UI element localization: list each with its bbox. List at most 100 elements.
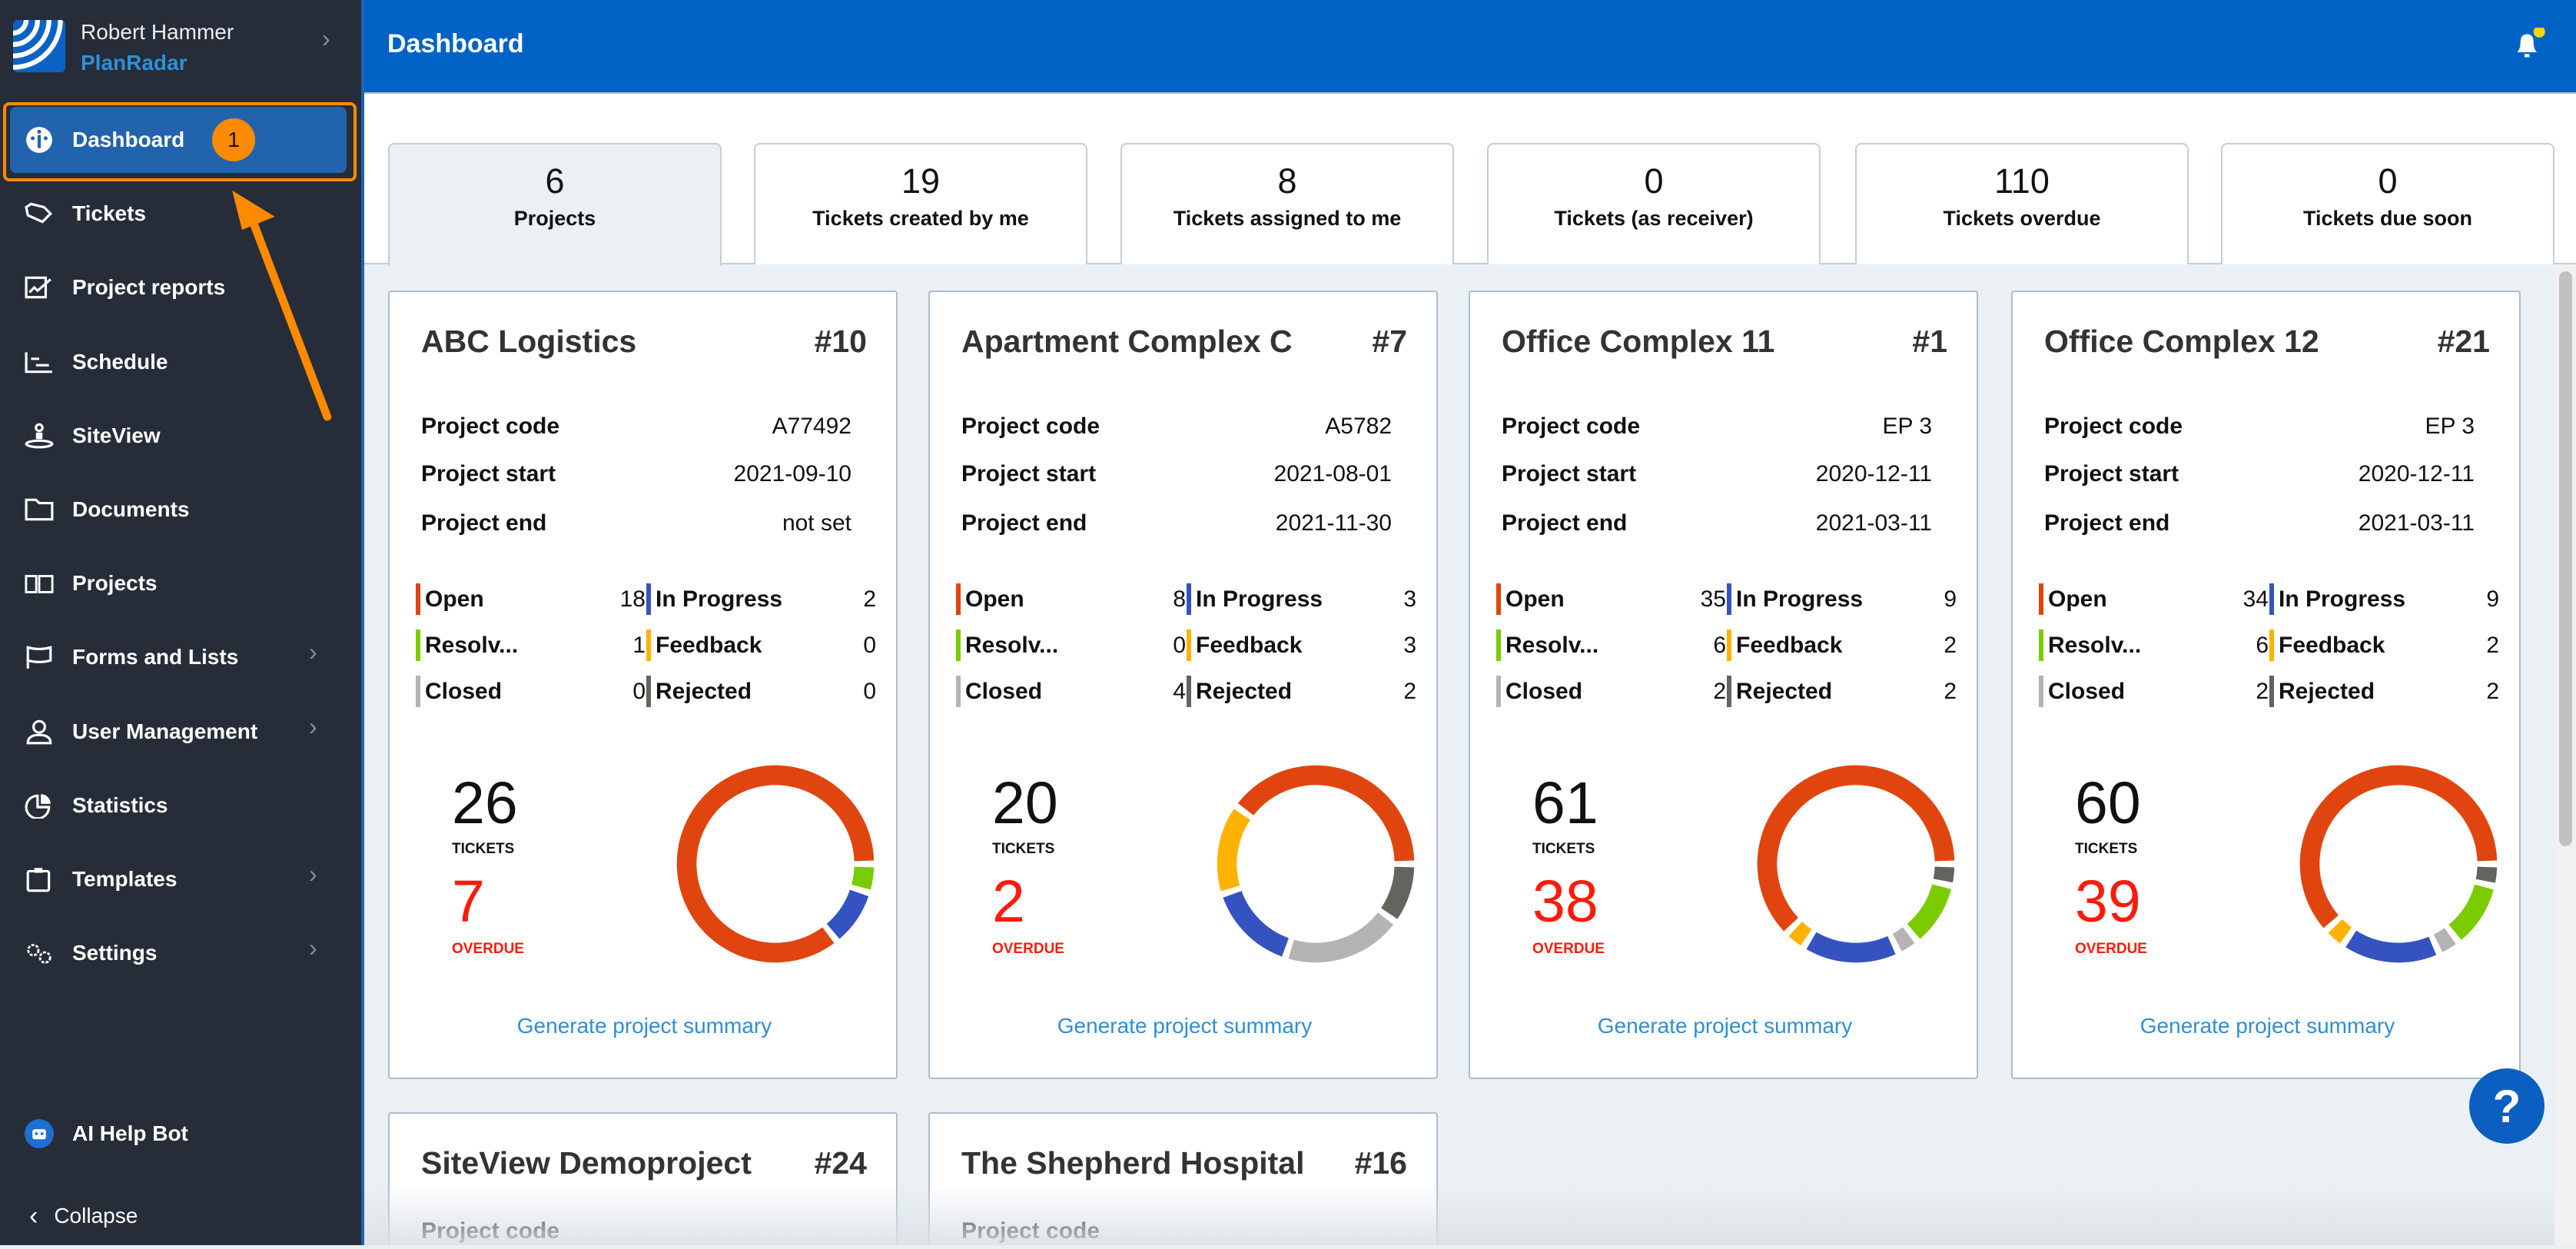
generate-summary-link[interactable]: Generate project summary <box>2139 1014 2395 1038</box>
stat-rejected[interactable]: Rejected 2 <box>1727 675 1957 708</box>
stat-open[interactable]: Open 35 <box>1496 583 1726 616</box>
tickets-label: TICKETS <box>992 841 1055 857</box>
stat-value: 8 <box>1173 586 1186 612</box>
sidebar-item-label: Settings <box>72 941 158 965</box>
project-start-row: Project start 2021-09-10 <box>421 461 851 487</box>
sidebar-item-label: Project reports <box>72 275 226 299</box>
project-end-value: 2021-03-11 <box>2358 510 2475 536</box>
stat-feedback[interactable]: Feedback 2 <box>1727 629 1957 662</box>
sidebar-item-siteview[interactable]: SiteView <box>0 403 361 469</box>
status-color-bar <box>646 676 651 707</box>
stat-in_progress[interactable]: In Progress 2 <box>646 583 876 616</box>
tab-tickets-overdue[interactable]: 110 Tickets overdue <box>1855 143 2189 264</box>
tab-count: 6 <box>545 161 565 201</box>
collapse-button[interactable]: ‹ Collapse <box>0 1183 361 1249</box>
project-card[interactable]: Apartment Complex C #7 Project code A5782 Pr… <box>928 291 1438 1079</box>
tab-tickets-assigned-to-me[interactable]: 8 Tickets assigned to me <box>1120 143 1454 264</box>
project-start-value: 2021-09-10 <box>733 461 851 487</box>
stat-resolved[interactable]: Resolv... 0 <box>956 629 1186 662</box>
status-color-bar <box>416 629 420 661</box>
stat-closed[interactable]: Closed 2 <box>2039 675 2269 708</box>
project-end-label: Project end <box>1502 510 1628 536</box>
help-button[interactable]: ? <box>2469 1068 2544 1144</box>
sidebar-item-documents[interactable]: Documents <box>0 477 361 543</box>
notification-bell-icon[interactable] <box>2512 25 2548 68</box>
stat-label: Feedback <box>1736 632 1843 658</box>
stat-feedback[interactable]: Feedback 2 <box>2269 629 2499 662</box>
stat-feedback[interactable]: Feedback 3 <box>1187 629 1416 662</box>
sidebar-item-settings[interactable]: Settings › <box>0 920 361 986</box>
sidebar-item-forms-and-lists[interactable]: Forms and Lists › <box>0 624 361 690</box>
stat-resolved[interactable]: Resolv... 1 <box>416 629 646 662</box>
sidebar-item-tickets[interactable]: Tickets <box>0 181 361 247</box>
status-color-bar <box>956 629 961 661</box>
stat-label: Resolv... <box>1505 632 1599 658</box>
stat-rejected[interactable]: Rejected 2 <box>1187 675 1416 708</box>
ai-help-bot[interactable]: AI Help Bot <box>0 1101 361 1167</box>
project-start-value: 2020-12-11 <box>2358 461 2475 487</box>
stat-rejected[interactable]: Rejected 0 <box>646 675 876 708</box>
page-title: Dashboard <box>387 29 524 58</box>
stat-in_progress[interactable]: In Progress 9 <box>1727 583 1957 616</box>
status-color-bar <box>1496 676 1501 707</box>
project-start-row: Project start 2021-08-01 <box>961 461 1392 487</box>
tab-projects[interactable]: 6 Projects <box>388 143 722 266</box>
sidebar-item-project-reports[interactable]: Project reports <box>0 254 361 321</box>
scrollbar-thumb[interactable] <box>2559 271 2572 846</box>
sidebar-item-templates[interactable]: Templates › <box>0 846 361 912</box>
project-id: #10 <box>814 324 867 359</box>
generate-summary-link[interactable]: Generate project summary <box>1057 1014 1313 1038</box>
stat-label: Open <box>965 586 1024 612</box>
stat-in_progress[interactable]: In Progress 9 <box>2269 583 2499 616</box>
tab-tickets-created-by-me[interactable]: 19 Tickets created by me <box>754 143 1087 264</box>
stat-closed[interactable]: Closed 2 <box>1496 675 1726 708</box>
project-code-label: Project code <box>1502 414 1641 439</box>
sidebar-item-label: Statistics <box>72 793 168 817</box>
stat-value: 2 <box>1403 678 1416 704</box>
stat-resolved[interactable]: Resolv... 6 <box>1496 629 1726 662</box>
tab-count: 19 <box>901 161 941 201</box>
project-name: Office Complex 12 <box>2044 324 2319 359</box>
sidebar-item-dashboard[interactable]: Dashboard <box>0 107 361 173</box>
generate-summary-link[interactable]: Generate project summary <box>516 1014 772 1038</box>
stat-open[interactable]: Open 8 <box>956 583 1186 616</box>
stat-open[interactable]: Open 18 <box>416 583 646 616</box>
status-color-bar <box>1496 583 1501 615</box>
generate-summary-link[interactable]: Generate project summary <box>1597 1014 1853 1038</box>
project-code-value: EP 3 <box>2425 414 2475 439</box>
tab-label: Tickets overdue <box>1943 207 2101 230</box>
sidebar-item-projects[interactable]: Projects <box>0 550 361 616</box>
stat-label: Rejected <box>2279 678 2375 704</box>
bottom-fade <box>364 1183 2554 1245</box>
stat-value: 3 <box>1403 586 1416 612</box>
sidebar-item-schedule[interactable]: Schedule <box>0 329 361 395</box>
project-code-row: Project code EP 3 <box>2044 414 2475 440</box>
overdue-count: 7 <box>452 869 485 935</box>
status-color-bar <box>956 583 961 615</box>
tab-tickets-due-soon[interactable]: 0 Tickets due soon <box>2221 143 2554 264</box>
header: Dashboard <box>364 0 2576 94</box>
status-donut-chart <box>1217 765 1415 963</box>
project-start-label: Project start <box>1502 461 1637 487</box>
donut-segment-feedback <box>1788 921 1812 946</box>
donut-segment-rejected <box>2475 866 2498 883</box>
stat-value: 2 <box>2256 678 2269 704</box>
stat-closed[interactable]: Closed 0 <box>416 675 646 708</box>
stat-in_progress[interactable]: In Progress 3 <box>1187 583 1416 616</box>
sidebar-item-user-management[interactable]: User Management › <box>0 699 361 765</box>
status-color-bar <box>2269 583 2274 615</box>
project-end-row: Project end not set <box>421 510 851 536</box>
tab-tickets-as-receiver-[interactable]: 0 Tickets (as receiver) <box>1487 143 1821 264</box>
stat-feedback[interactable]: Feedback 0 <box>646 629 876 662</box>
stat-rejected[interactable]: Rejected 2 <box>2269 675 2499 708</box>
stat-closed[interactable]: Closed 4 <box>956 675 1186 708</box>
status-color-bar <box>2039 676 2043 707</box>
account-chevron-icon[interactable]: › <box>322 25 330 52</box>
project-card[interactable]: ABC Logistics #10 Project code A77492 Projec… <box>388 291 898 1079</box>
sidebar-item-statistics[interactable]: Statistics <box>0 772 361 839</box>
stat-open[interactable]: Open 34 <box>2039 583 2269 616</box>
project-card[interactable]: Office Complex 11 #1 Project code EP 3 Proje… <box>1469 291 1978 1079</box>
sidebar-edge <box>361 0 364 1245</box>
stat-resolved[interactable]: Resolv... 6 <box>2039 629 2269 662</box>
project-card[interactable]: Office Complex 12 #21 Project code EP 3 Proj… <box>2011 291 2521 1079</box>
